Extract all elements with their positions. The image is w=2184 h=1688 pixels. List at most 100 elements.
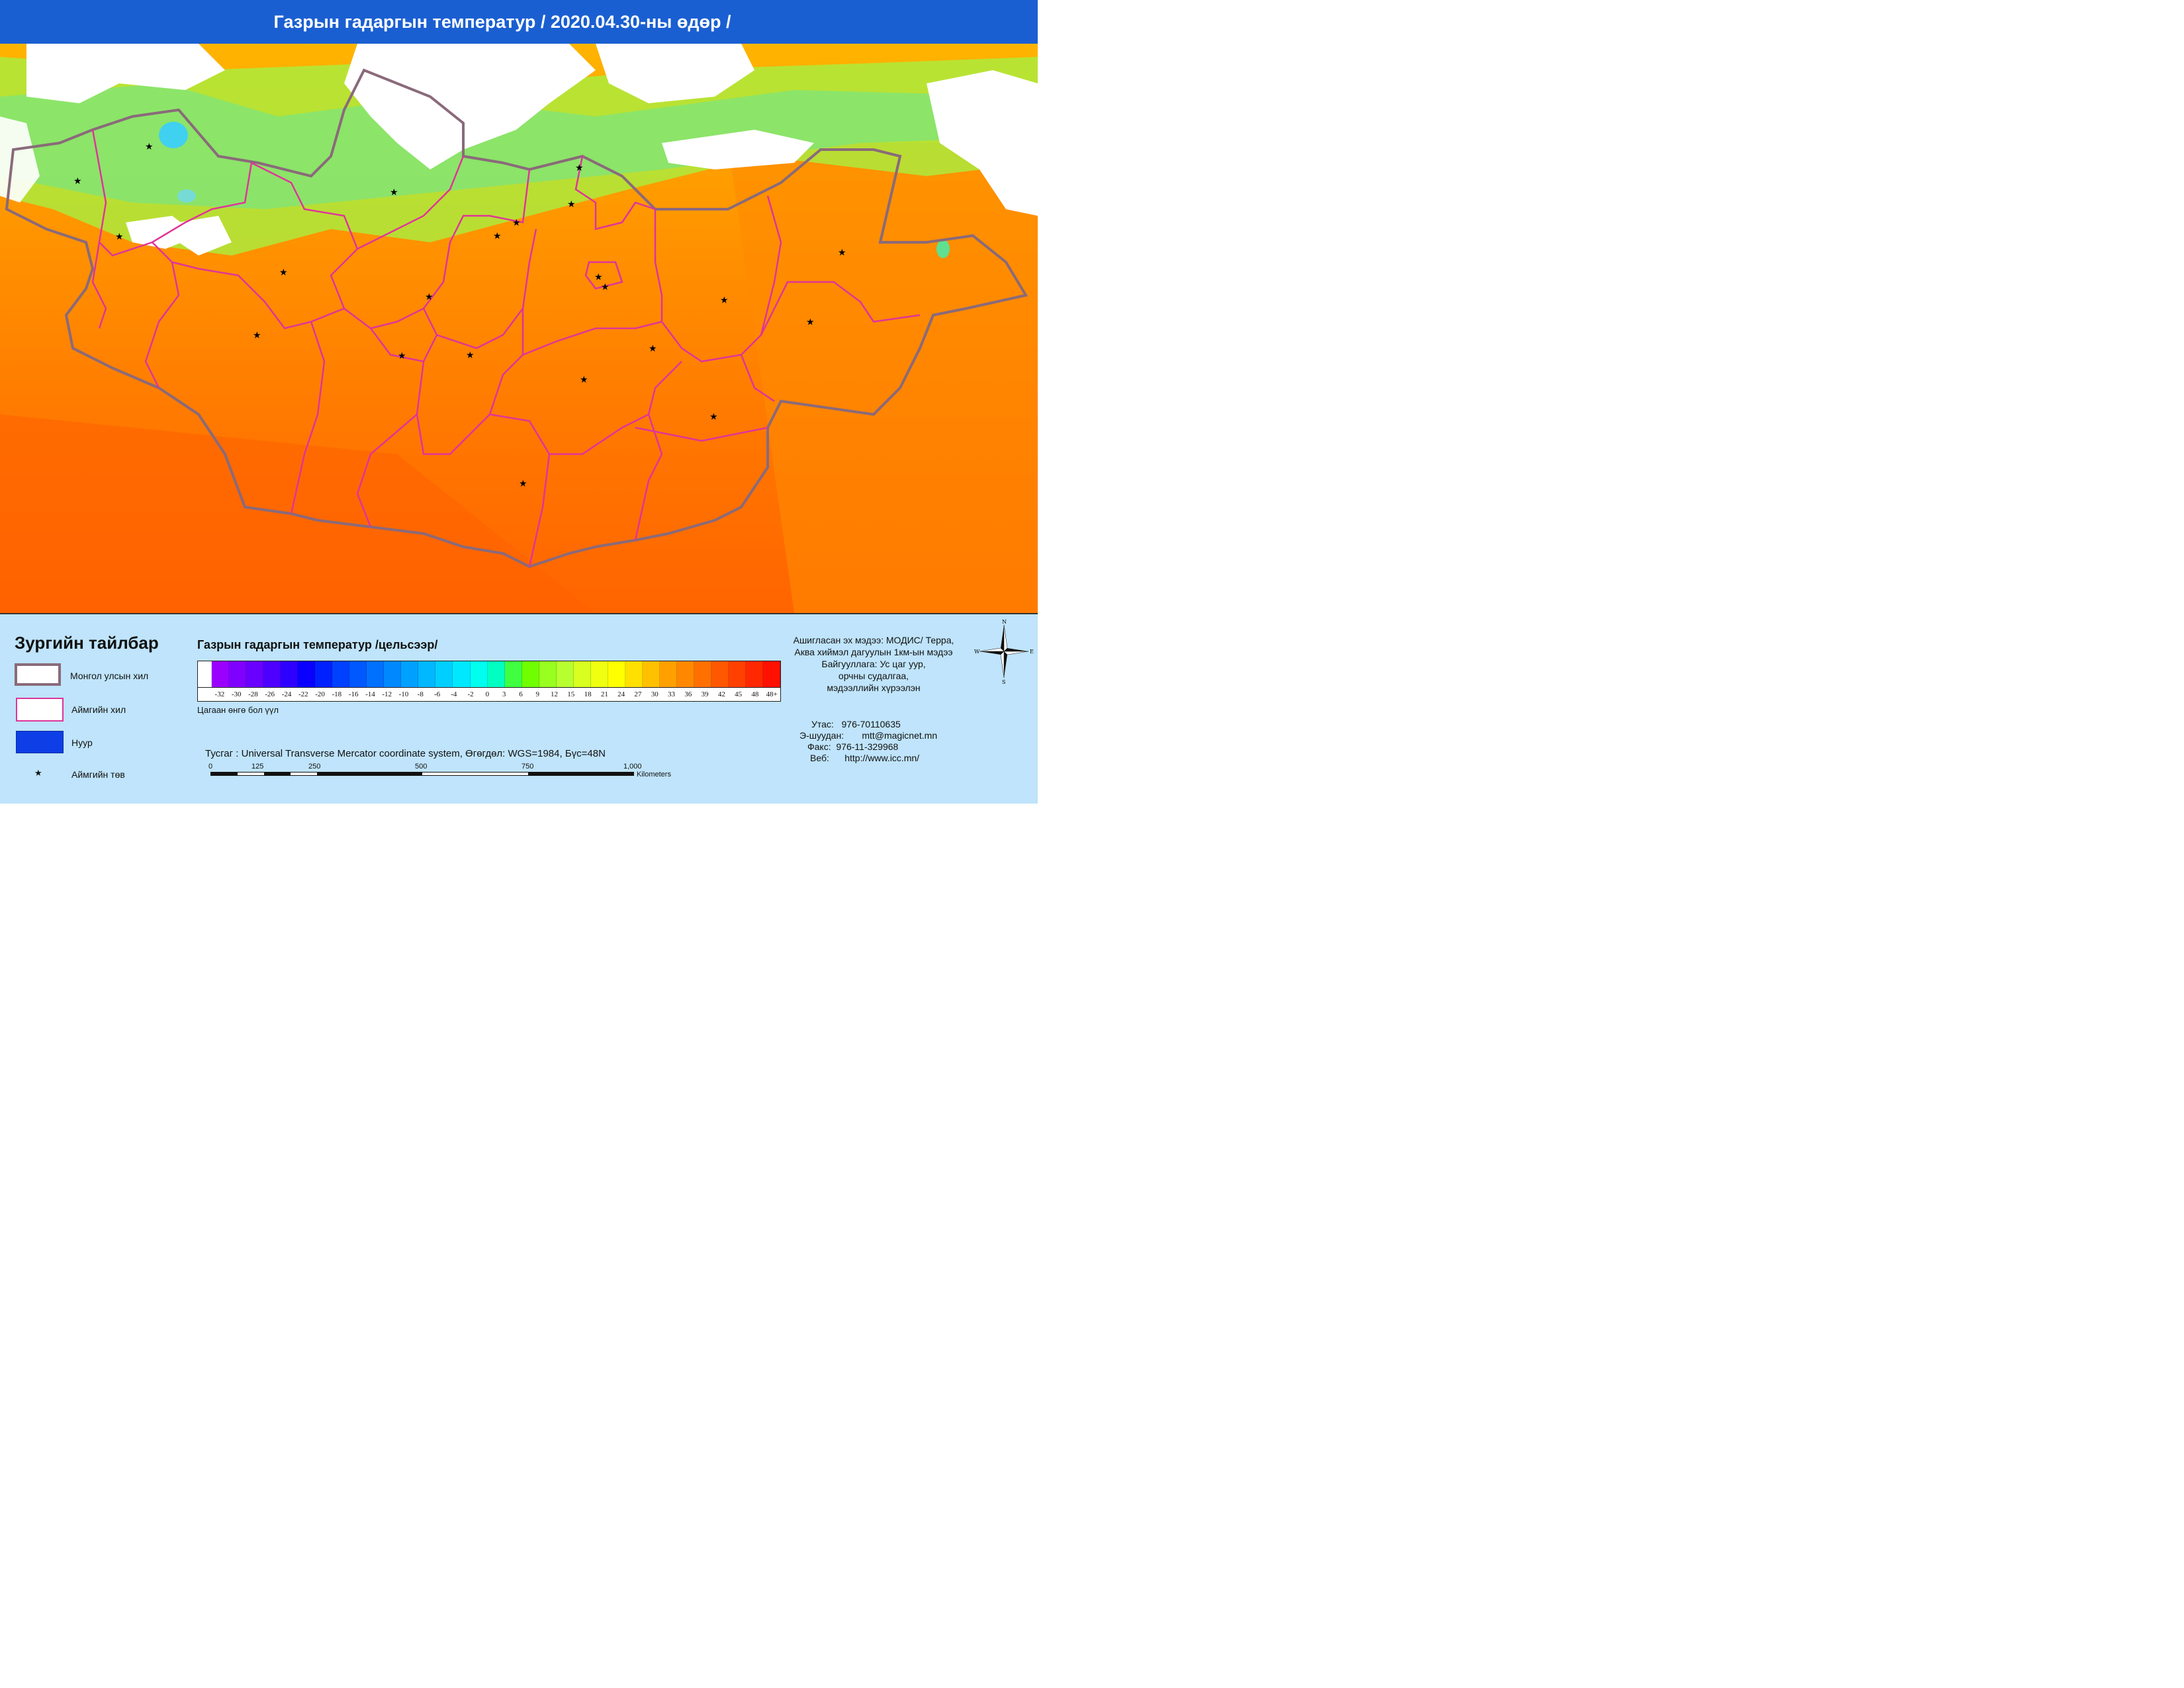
colorbar-tick-label: 0 (479, 688, 496, 701)
colorbar-tick-label: 15 (563, 688, 579, 701)
scale-label: 250 (308, 763, 320, 771)
colorbar-tick-blank (198, 688, 211, 701)
colorbar-cell (522, 661, 539, 687)
legend-label-lake: Нуур (71, 737, 93, 748)
province-center-star: ★ (575, 163, 584, 173)
colorbar-cell (198, 661, 212, 687)
colorbar-tick-label: -4 (445, 688, 462, 701)
province-center-star: ★ (390, 187, 398, 198)
colorbar-tick-label: 21 (596, 688, 613, 701)
province-center-star: ★ (425, 292, 433, 303)
colorbar-tick-label: 24 (613, 688, 629, 701)
scale-label: 750 (522, 763, 533, 771)
colorbar-cell (471, 661, 488, 687)
colorbar-cell (677, 661, 694, 687)
province-center-star: ★ (838, 248, 846, 258)
colorbar-cell (557, 661, 574, 687)
colorbar-cell (315, 661, 332, 687)
colorbar-tick-label: -18 (328, 688, 345, 701)
colorbar-cell (574, 661, 591, 687)
province-center-star: ★ (720, 295, 729, 306)
province-center-star: ★ (512, 218, 521, 228)
colorbar-tick-label: 27 (629, 688, 646, 701)
lake-uvs (159, 122, 188, 148)
temperature-map[interactable]: ★ ★ ★ ★ ★ ★ ★ ★ ★ ★ ★ ★ ★ ★ ★ ★ ★ ★ ★ ★ … (0, 44, 1038, 613)
province-center-star: ★ (649, 344, 657, 354)
colorbar-cell (349, 661, 367, 687)
colorbar-cell (453, 661, 470, 687)
colorbar-cell (401, 661, 418, 687)
colorbar-cell (660, 661, 677, 687)
web-value[interactable]: http://www.icc.mn/ (844, 753, 919, 763)
colorbar-cell (625, 661, 643, 687)
lake-khyargas (177, 189, 196, 203)
colorbar-cell (281, 661, 298, 687)
colorbar-cell (229, 661, 246, 687)
colorbar-tick-label: 9 (529, 688, 546, 701)
scale-label: 1,000 (623, 763, 642, 771)
source-info: Ашигласан эх мэдээ: МОДИС/ Терра, Аква х… (774, 634, 973, 694)
scale-label: 125 (251, 763, 263, 771)
fax-label: Факс: (807, 741, 831, 752)
source-line: Байгууллага: Ус цаг уур, (774, 658, 973, 670)
map-area[interactable]: ★ ★ ★ ★ ★ ★ ★ ★ ★ ★ ★ ★ ★ ★ ★ ★ ★ ★ ★ ★ … (0, 44, 1038, 613)
province-center-star: ★ (580, 375, 588, 385)
colorbar-cell (435, 661, 453, 687)
province-center-star: ★ (519, 479, 527, 489)
lake-swatch (16, 731, 64, 753)
scale-bar-track (210, 772, 634, 776)
colorbar-cell (643, 661, 660, 687)
province-center-star: ★ (145, 142, 154, 152)
colorbar-title: Газрын гадаргын температур /цельсээр/ (197, 638, 437, 652)
compass-rose: N E S W (974, 618, 1034, 684)
legend-label-country: Монгол улсын хил (70, 671, 148, 681)
colorbar-tick-label: -28 (245, 688, 261, 701)
province-border-swatch (16, 698, 64, 722)
province-center-star: ★ (115, 232, 124, 242)
scale-unit: Kilometers (637, 771, 671, 778)
colorbar-tick-label: -30 (228, 688, 245, 701)
projection-text: Тусгаг : Universal Transverse Mercator c… (205, 748, 606, 759)
colorbar-tick-label: -26 (261, 688, 278, 701)
colorbar-cell (711, 661, 729, 687)
province-center-star: ★ (466, 350, 475, 361)
province-center-star: ★ (806, 317, 815, 328)
country-border-swatch (15, 663, 61, 686)
colorbar-tick-label: 30 (647, 688, 663, 701)
contact-info: Утас: 976-70110635 Э-шуудан: mtt@magicne… (799, 719, 972, 764)
colorbar-tick-label: -12 (379, 688, 395, 701)
colorbar-cell (298, 661, 315, 687)
province-center-star: ★ (493, 231, 502, 242)
colorbar-tick-label: 3 (496, 688, 512, 701)
colorbar-cell (608, 661, 625, 687)
colorbar-tick-label: -22 (295, 688, 312, 701)
colorbar-cell (263, 661, 281, 687)
cloud-note: Цагаан өнгө бол үүл (197, 705, 279, 715)
scale-bar: 0 125 250 500 750 1,000 Kilometers (210, 763, 674, 782)
colorbar-tick-label: -8 (412, 688, 429, 701)
compass-e: E (1030, 649, 1034, 655)
legend-panel: Зургийн тайлбар Монгол улсын хил Аймгийн… (0, 613, 1038, 804)
colorbar-cell (694, 661, 711, 687)
legend-label-province: Аймгийн хил (71, 704, 126, 715)
colorbar-cells (198, 661, 780, 687)
colorbar-cell (539, 661, 557, 687)
colorbar-cell (384, 661, 401, 687)
email-value[interactable]: mtt@magicnet.mn (862, 730, 937, 741)
source-line: мэдээллийн хүрээлэн (774, 682, 973, 694)
province-center-star: ★ (398, 351, 406, 361)
colorbar-tick-label: 48 (747, 688, 763, 701)
colorbar-cell (488, 661, 505, 687)
fax-value: 976-11-329968 (836, 741, 898, 752)
phone-value: 976-70110635 (842, 719, 901, 729)
colorbar-cell (746, 661, 763, 687)
colorbar-cell (212, 661, 229, 687)
colorbar-tick-label: 6 (512, 688, 529, 701)
colorbar-cell (729, 661, 746, 687)
scale-label: 500 (415, 763, 427, 771)
source-line: орчны судалгаа, (774, 670, 973, 682)
compass-w: W (974, 649, 980, 655)
colorbar-tick-label: -24 (278, 688, 295, 701)
colorbar-cell (367, 661, 384, 687)
colorbar-tick-label: 45 (730, 688, 747, 701)
